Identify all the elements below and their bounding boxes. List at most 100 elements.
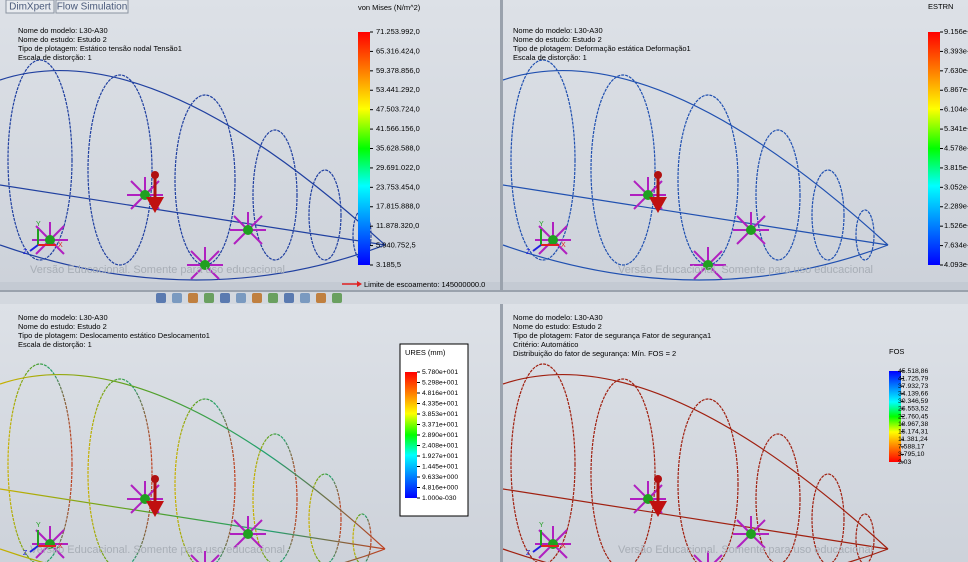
- legend-label: 17.815.888,0: [376, 202, 420, 211]
- fixture-node: [548, 539, 558, 549]
- legend-label: 1.526e-004: [944, 221, 968, 230]
- info-line: Escala de distorção: 1: [513, 53, 587, 62]
- info-line: Escala de distorção: 1: [18, 340, 92, 349]
- legend-label: 3.371e+001: [422, 421, 458, 428]
- legend-label: 7.634e-005: [944, 241, 968, 250]
- legend-label: 11.381,24: [898, 436, 928, 443]
- legend-label: 65.316.424,0: [376, 46, 420, 55]
- legend-label: 26.553,52: [898, 406, 928, 413]
- legend-title: FOS: [889, 347, 904, 356]
- triad-label: Z: [526, 550, 531, 557]
- legend-label: 5.298e+001: [422, 379, 458, 386]
- tab-label[interactable]: DimXpert: [9, 2, 51, 13]
- toolbar-icon[interactable]: [236, 293, 246, 303]
- legend-label: 6.867e-004: [944, 85, 968, 94]
- toolbar-band: [0, 292, 968, 304]
- legend-label: 11.878.320,0: [376, 221, 419, 230]
- triad-label: Y: [539, 522, 544, 529]
- info-line: Escala de distorção: 1: [18, 53, 92, 62]
- legend-label: 3.853e+001: [422, 411, 458, 418]
- legend-label: 1.445e+001: [422, 463, 458, 470]
- legend-label: 9.156e-004: [944, 27, 968, 36]
- info-line: Tipo de plotagem: Fator de segurança Fat…: [513, 331, 711, 340]
- legend-label: 2.289e-004: [944, 202, 968, 211]
- tab-label[interactable]: Flow Simulation: [57, 2, 128, 13]
- legend-label: 37.932,73: [898, 383, 928, 390]
- watermark: Versão Educacional. Somente para uso edu…: [618, 544, 873, 556]
- legend-label: 9.633e+000: [422, 474, 458, 481]
- color-bar: [405, 372, 417, 498]
- legend-label: 18.967,38: [898, 421, 928, 428]
- legend-label: 4.335e+001: [422, 400, 458, 407]
- toolbar-icon[interactable]: [316, 293, 326, 303]
- toolbar-icon[interactable]: [252, 293, 262, 303]
- yield-limit: Limite de escoamento: 145000000.0: [364, 280, 485, 289]
- legend-label: 4.816e+001: [422, 390, 458, 397]
- legend-label: 5.940.752,5: [376, 241, 416, 250]
- color-bar: [358, 32, 370, 265]
- legend-label: 30.346,59: [898, 398, 928, 405]
- legend-title: URES (mm): [405, 348, 446, 357]
- legend-label: 34.139,66: [898, 391, 928, 398]
- legend-label: 59.378.856,0: [376, 66, 420, 75]
- info-line: Nome do estudo: Estudo 2: [513, 35, 602, 44]
- toolbar-icon[interactable]: [300, 293, 310, 303]
- splitter-v: [500, 0, 503, 562]
- info-line: Tipo de plotagem: Estático tensão nodal …: [18, 44, 182, 53]
- toolbar-icon[interactable]: [220, 293, 230, 303]
- legend-label: 7.588,17: [898, 444, 925, 451]
- legend-label: 6.104e-004: [944, 105, 968, 114]
- legend-label: 29.691.022,0: [376, 163, 420, 172]
- color-bar: [928, 32, 940, 265]
- toolbar-icon[interactable]: [188, 293, 198, 303]
- legend-title: von Mises (N/m^2): [358, 3, 421, 12]
- triad-label: Y: [36, 221, 41, 228]
- legend-label: 7.630e-004: [944, 66, 968, 75]
- triad-label: X: [561, 242, 566, 249]
- toolbar-icon[interactable]: [204, 293, 214, 303]
- legend-title: ESTRN: [928, 2, 953, 11]
- legend-label: 3.795,10: [898, 451, 925, 458]
- triad-label: Z: [526, 249, 531, 256]
- legend-label: 5.341e-004: [944, 124, 968, 133]
- legend-label: 3.052e-004: [944, 182, 968, 191]
- legend-label: 5.780e+001: [422, 369, 458, 376]
- load-ball: [151, 171, 159, 179]
- triad-label: Y: [36, 522, 41, 529]
- info-line: Nome do estudo: Estudo 2: [18, 322, 107, 331]
- legend-label: 47.503.724,0: [376, 105, 420, 114]
- triad-label: Z: [23, 550, 28, 557]
- toolbar-icon[interactable]: [172, 293, 182, 303]
- legend-label: 4.816e+000: [422, 484, 458, 491]
- info-line: Tipo de plotagem: Deformação estática De…: [513, 44, 691, 53]
- triad-label: X: [58, 242, 63, 249]
- info-line: Nome do modelo: L30-A30: [513, 26, 603, 35]
- legend-label: 41.725,79: [898, 375, 928, 382]
- legend-label: 2.03: [898, 459, 911, 466]
- info-line: Distribuição do fator de segurança: Mín.…: [513, 349, 676, 358]
- legend-label: 2.408e+001: [422, 442, 458, 449]
- fixture-node: [548, 235, 558, 245]
- info-line: Nome do estudo: Estudo 2: [513, 322, 602, 331]
- legend-label: 71.253.992,0: [376, 27, 420, 36]
- legend-label: 23.753.454,0: [376, 182, 420, 191]
- legend-label: 4.093e-008: [944, 260, 968, 269]
- info-line: Tipo de plotagem: Deslocamento estático …: [18, 331, 210, 340]
- toolbar-icon[interactable]: [156, 293, 166, 303]
- legend-label: 2.890e+001: [422, 432, 458, 439]
- fixture-node: [243, 225, 253, 235]
- legend-label: 1.927e+001: [422, 453, 458, 460]
- legend-label: 35.628.588,0: [376, 143, 420, 152]
- info-line: Critério: Automático: [513, 340, 578, 349]
- toolbar-icon[interactable]: [332, 293, 342, 303]
- fixture-node: [746, 225, 756, 235]
- fixture-node: [243, 529, 253, 539]
- fixture-node: [746, 529, 756, 539]
- toolbar-icon[interactable]: [268, 293, 278, 303]
- triad-label: X: [561, 543, 566, 550]
- triad-label: Z: [23, 249, 28, 256]
- legend-label: 41.566.156,0: [376, 124, 420, 133]
- toolbar-icon[interactable]: [284, 293, 294, 303]
- load-ball: [151, 475, 159, 483]
- triad-label: Y: [539, 221, 544, 228]
